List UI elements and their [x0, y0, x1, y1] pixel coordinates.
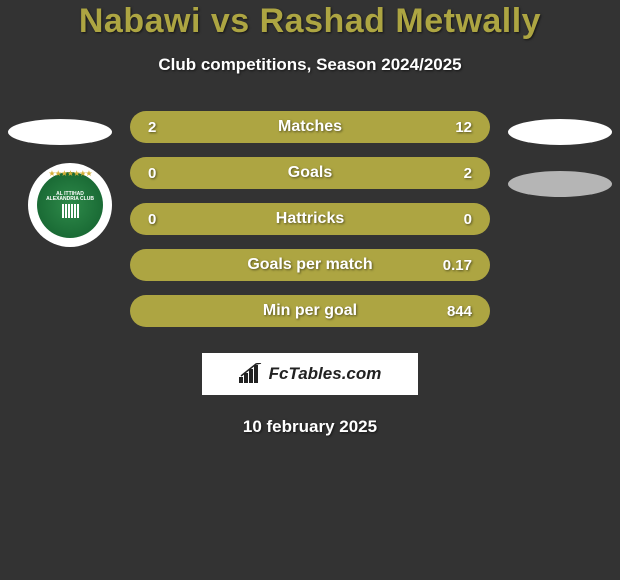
stat-right: 844: [447, 303, 472, 320]
infographic: Nabawi vs Rashad Metwally Club competiti…: [0, 0, 620, 437]
stat-left: 0: [148, 211, 156, 228]
stat-left: 0: [148, 165, 156, 182]
stat-row: 0 Hattricks 0: [0, 203, 620, 235]
stat-right: 12: [455, 119, 472, 136]
stat-label: Min per goal: [263, 302, 357, 320]
stat-bar: 2 Matches 12: [130, 111, 490, 143]
brand-text: FcTables.com: [269, 364, 382, 384]
stat-row: 2 Matches 12: [0, 111, 620, 143]
stat-bar: 0 Goals 2: [130, 157, 490, 189]
stat-label: Matches: [278, 118, 342, 136]
stat-label: Hattricks: [276, 210, 344, 228]
stat-row: 0 Goals 2: [0, 157, 620, 189]
stat-row: Goals per match 0.17: [0, 249, 620, 281]
stat-bar: Min per goal 844: [130, 295, 490, 327]
subtitle: Club competitions, Season 2024/2025: [0, 55, 620, 75]
stat-label: Goals: [288, 164, 332, 182]
stats-block: ★★★★★★★ AL ITTIHAD ALEXANDRIA CLUB 2 Mat…: [0, 111, 620, 437]
stat-bar: 0 Hattricks 0: [130, 203, 490, 235]
stat-right: 2: [464, 165, 472, 182]
stat-right: 0.17: [443, 257, 472, 274]
stat-label: Goals per match: [247, 256, 372, 274]
crest-text-bottom: ALEXANDRIA CLUB: [46, 197, 94, 202]
brand-box: FcTables.com: [202, 353, 418, 395]
bars-chart-icon: [239, 363, 265, 385]
stat-left: 2: [148, 119, 156, 136]
stat-bar: Goals per match 0.17: [130, 249, 490, 281]
stat-right: 0: [464, 211, 472, 228]
page-title: Nabawi vs Rashad Metwally: [0, 2, 620, 41]
stat-row: Min per goal 844: [0, 295, 620, 327]
